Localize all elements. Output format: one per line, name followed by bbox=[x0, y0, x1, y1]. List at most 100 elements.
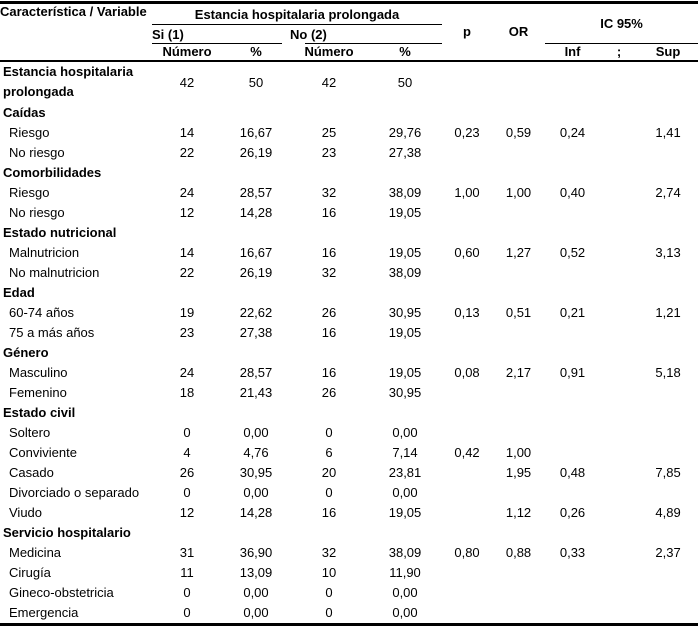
cell-si-pct: 0,00 bbox=[243, 605, 269, 620]
cell-semicolon bbox=[600, 263, 638, 283]
cell-or bbox=[492, 423, 545, 443]
table-row: Género bbox=[0, 343, 698, 363]
cell-si-pct: 4,76 bbox=[243, 445, 269, 460]
cell-no-numero bbox=[290, 163, 368, 183]
cell-si-numero: 24 bbox=[179, 365, 195, 380]
cell-si-pct: 14,28 bbox=[239, 505, 273, 520]
cell-no-numero: 16 bbox=[321, 325, 337, 340]
cell-si-numero: 26 bbox=[179, 465, 195, 480]
table-row: Edad bbox=[0, 283, 698, 303]
table-row: Malnutricion 14 16,67 16 19,05 0,60 1,27 0,52 3,… bbox=[0, 243, 698, 263]
cell-or bbox=[492, 163, 545, 183]
cell-semicolon bbox=[600, 423, 638, 443]
cell-no-numero: 16 bbox=[321, 365, 337, 380]
cell-or bbox=[492, 203, 545, 223]
cell-si-numero: 0 bbox=[183, 605, 191, 620]
cell-semicolon bbox=[600, 143, 638, 163]
cell-sup bbox=[638, 563, 698, 583]
cell-p bbox=[442, 403, 492, 423]
cell-si-numero bbox=[152, 223, 222, 243]
cell-semicolon bbox=[600, 443, 638, 463]
cell-sup bbox=[638, 383, 698, 403]
cell-no-numero: 0 bbox=[325, 485, 333, 500]
cell-si-pct: 0,00 bbox=[243, 425, 269, 440]
row-label: Género bbox=[3, 344, 49, 360]
cell-si-numero bbox=[152, 403, 222, 423]
table-row: Riesgo 14 16,67 25 29,76 0,23 0,59 0,24 1,41 bbox=[0, 123, 698, 143]
cell-no-numero: 42 bbox=[321, 74, 337, 90]
cell-no-pct: 27,38 bbox=[388, 145, 422, 160]
header-semicolon: ; bbox=[600, 43, 639, 62]
row-label: No riesgo bbox=[9, 205, 65, 220]
cell-or: 0,51 bbox=[505, 305, 532, 320]
cell-si-numero: 0 bbox=[183, 425, 191, 440]
table-row: Comorbilidades bbox=[0, 163, 698, 183]
cell-or bbox=[492, 343, 545, 363]
cell-si-numero bbox=[152, 163, 222, 183]
cell-sup: 5,18 bbox=[655, 365, 681, 380]
row-label: No malnutricion bbox=[9, 265, 100, 280]
cell-si-numero: 24 bbox=[179, 185, 195, 200]
row-label: Malnutricion bbox=[9, 245, 80, 260]
cell-p bbox=[442, 503, 492, 523]
cell-p bbox=[442, 283, 492, 303]
cell-si-numero: 22 bbox=[179, 145, 195, 160]
header-caracteristica-variable: Característica / Variable bbox=[0, 2, 152, 62]
cell-inf bbox=[545, 343, 600, 363]
cell-or: 1,12 bbox=[505, 505, 532, 520]
cell-no-numero: 26 bbox=[321, 385, 337, 400]
cell-semicolon bbox=[600, 303, 638, 323]
row-label: Comorbilidades bbox=[3, 164, 102, 180]
header-ic95: IC 95% bbox=[545, 2, 698, 44]
row-label: No riesgo bbox=[9, 145, 65, 160]
row-label: 75 a más años bbox=[9, 325, 95, 340]
cell-semicolon bbox=[600, 323, 638, 343]
table-row: No riesgo 12 14,28 16 19,05 bbox=[0, 203, 698, 223]
cell-semicolon bbox=[600, 223, 638, 243]
cell-semicolon bbox=[600, 463, 638, 483]
cell-or bbox=[492, 323, 545, 343]
cell-p bbox=[442, 323, 492, 343]
row-label: Medicina bbox=[9, 545, 62, 560]
cell-inf bbox=[545, 523, 600, 543]
cell-semicolon bbox=[600, 503, 638, 523]
cell-si-numero: 14 bbox=[179, 245, 195, 260]
cell-inf: 0,26 bbox=[559, 505, 586, 520]
cell-sup bbox=[638, 263, 698, 283]
row-label: Riesgo bbox=[9, 125, 50, 140]
cell-sup bbox=[638, 403, 698, 423]
table-row: Soltero 0 0,00 0 0,00 bbox=[0, 423, 698, 443]
cell-inf: 0,52 bbox=[559, 245, 586, 260]
table-row: Casado 26 30,95 20 23,81 1,95 0,48 7,85 bbox=[0, 463, 698, 483]
cell-no-numero bbox=[290, 343, 368, 363]
cell-p bbox=[442, 563, 492, 583]
table-row: Divorciado o separado 0 0,00 0 0,00 bbox=[0, 483, 698, 503]
cell-no-pct: 19,05 bbox=[388, 365, 422, 380]
cell-si-pct: 36,90 bbox=[239, 545, 273, 560]
cell-sup bbox=[638, 583, 698, 603]
cell-no-pct: 19,05 bbox=[388, 505, 422, 520]
cell-p bbox=[442, 263, 492, 283]
cell-si-pct bbox=[222, 343, 290, 363]
cell-or bbox=[492, 223, 545, 243]
cell-or bbox=[492, 383, 545, 403]
table-row: 75 a más años 23 27,38 16 19,05 bbox=[0, 323, 698, 343]
cell-si-numero: 18 bbox=[179, 385, 195, 400]
cell-semicolon bbox=[600, 163, 638, 183]
header-inf: Inf bbox=[545, 43, 601, 62]
cell-si-pct: 0,00 bbox=[243, 485, 269, 500]
table-row: Masculino 24 28,57 16 19,05 0,08 2,17 0,91 5,18 bbox=[0, 363, 698, 383]
cell-inf bbox=[545, 263, 600, 283]
cell-si-pct: 28,57 bbox=[239, 185, 273, 200]
cell-semicolon bbox=[600, 543, 638, 563]
cell-semicolon bbox=[600, 403, 638, 423]
cell-semicolon bbox=[600, 583, 638, 603]
cell-sup bbox=[638, 323, 698, 343]
cell-p bbox=[442, 61, 492, 103]
cell-no-pct: 19,05 bbox=[388, 205, 422, 220]
cell-or bbox=[492, 403, 545, 423]
row-label: Cirugía bbox=[9, 565, 51, 580]
cell-no-pct bbox=[368, 523, 442, 543]
row-label: Masculino bbox=[9, 365, 68, 380]
table-row: No malnutricion 22 26,19 32 38,09 bbox=[0, 263, 698, 283]
